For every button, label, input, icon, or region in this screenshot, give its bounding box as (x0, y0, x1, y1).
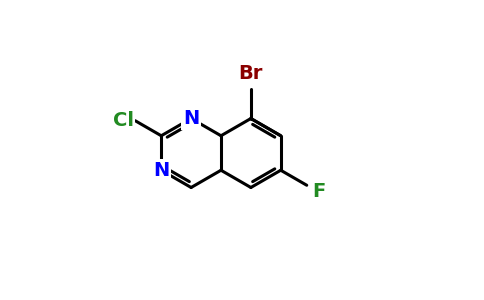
Text: N: N (153, 161, 169, 180)
Text: Br: Br (239, 64, 263, 83)
Text: N: N (183, 109, 199, 128)
Text: Cl: Cl (113, 111, 134, 130)
Text: F: F (312, 182, 325, 201)
